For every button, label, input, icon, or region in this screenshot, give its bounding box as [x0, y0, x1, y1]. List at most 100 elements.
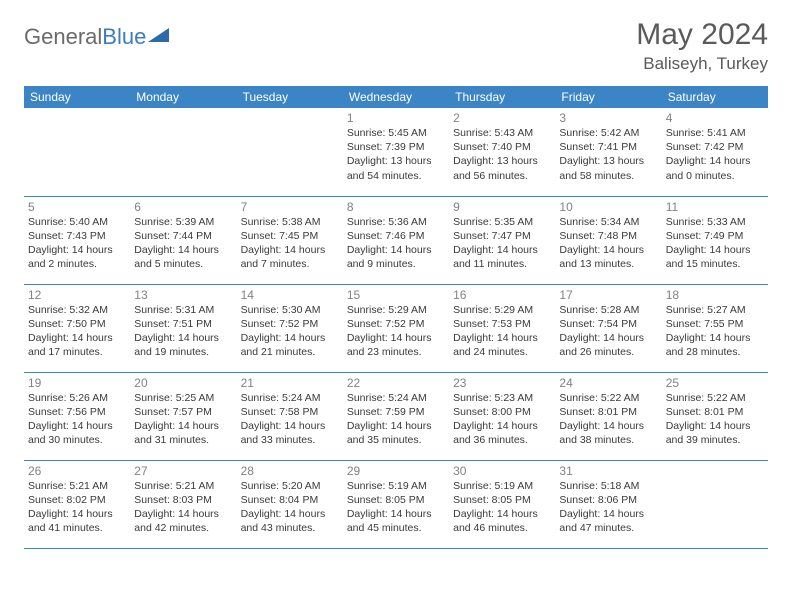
title-block: May 2024 Baliseyh, Turkey: [636, 18, 768, 74]
day-details: Sunrise: 5:43 AMSunset: 7:40 PMDaylight:…: [453, 126, 551, 183]
calendar-cell: [130, 108, 236, 196]
day-number: 3: [559, 111, 657, 125]
day-number: 13: [134, 288, 232, 302]
day-details: Sunrise: 5:24 AMSunset: 7:58 PMDaylight:…: [241, 391, 339, 448]
calendar-row: 12Sunrise: 5:32 AMSunset: 7:50 PMDayligh…: [24, 284, 768, 372]
day-header-tuesday: Tuesday: [237, 86, 343, 108]
day-details: Sunrise: 5:22 AMSunset: 8:01 PMDaylight:…: [559, 391, 657, 448]
day-details: Sunrise: 5:24 AMSunset: 7:59 PMDaylight:…: [347, 391, 445, 448]
day-number: 11: [666, 200, 764, 214]
calendar-row: 19Sunrise: 5:26 AMSunset: 7:56 PMDayligh…: [24, 372, 768, 460]
calendar-cell: 20Sunrise: 5:25 AMSunset: 7:57 PMDayligh…: [130, 372, 236, 460]
day-number: 2: [453, 111, 551, 125]
calendar-cell: [24, 108, 130, 196]
day-header-thursday: Thursday: [449, 86, 555, 108]
day-details: Sunrise: 5:38 AMSunset: 7:45 PMDaylight:…: [241, 215, 339, 272]
calendar-cell: [662, 460, 768, 548]
calendar-cell: 31Sunrise: 5:18 AMSunset: 8:06 PMDayligh…: [555, 460, 661, 548]
calendar-cell: 19Sunrise: 5:26 AMSunset: 7:56 PMDayligh…: [24, 372, 130, 460]
logo-triangle-icon: [148, 26, 172, 44]
day-number: 24: [559, 376, 657, 390]
day-number: 1: [347, 111, 445, 125]
day-details: Sunrise: 5:21 AMSunset: 8:03 PMDaylight:…: [134, 479, 232, 536]
day-number: 12: [28, 288, 126, 302]
day-number: 9: [453, 200, 551, 214]
calendar-cell: 14Sunrise: 5:30 AMSunset: 7:52 PMDayligh…: [237, 284, 343, 372]
day-header-row: Sunday Monday Tuesday Wednesday Thursday…: [24, 86, 768, 108]
day-details: Sunrise: 5:27 AMSunset: 7:55 PMDaylight:…: [666, 303, 764, 360]
calendar-cell: 8Sunrise: 5:36 AMSunset: 7:46 PMDaylight…: [343, 196, 449, 284]
day-number: 17: [559, 288, 657, 302]
calendar-cell: 15Sunrise: 5:29 AMSunset: 7:52 PMDayligh…: [343, 284, 449, 372]
day-details: Sunrise: 5:35 AMSunset: 7:47 PMDaylight:…: [453, 215, 551, 272]
day-details: Sunrise: 5:19 AMSunset: 8:05 PMDaylight:…: [347, 479, 445, 536]
day-details: Sunrise: 5:21 AMSunset: 8:02 PMDaylight:…: [28, 479, 126, 536]
day-details: Sunrise: 5:25 AMSunset: 7:57 PMDaylight:…: [134, 391, 232, 448]
day-number: 30: [453, 464, 551, 478]
location: Baliseyh, Turkey: [636, 54, 768, 74]
day-number: 10: [559, 200, 657, 214]
logo: GeneralBlue: [24, 24, 172, 50]
calendar-cell: 16Sunrise: 5:29 AMSunset: 7:53 PMDayligh…: [449, 284, 555, 372]
day-details: Sunrise: 5:45 AMSunset: 7:39 PMDaylight:…: [347, 126, 445, 183]
day-details: Sunrise: 5:40 AMSunset: 7:43 PMDaylight:…: [28, 215, 126, 272]
calendar-cell: 9Sunrise: 5:35 AMSunset: 7:47 PMDaylight…: [449, 196, 555, 284]
calendar-cell: 28Sunrise: 5:20 AMSunset: 8:04 PMDayligh…: [237, 460, 343, 548]
day-details: Sunrise: 5:29 AMSunset: 7:53 PMDaylight:…: [453, 303, 551, 360]
day-number: 4: [666, 111, 764, 125]
day-number: 22: [347, 376, 445, 390]
day-number: 8: [347, 200, 445, 214]
day-number: 28: [241, 464, 339, 478]
day-details: Sunrise: 5:19 AMSunset: 8:05 PMDaylight:…: [453, 479, 551, 536]
day-number: 26: [28, 464, 126, 478]
calendar-cell: 5Sunrise: 5:40 AMSunset: 7:43 PMDaylight…: [24, 196, 130, 284]
day-details: Sunrise: 5:23 AMSunset: 8:00 PMDaylight:…: [453, 391, 551, 448]
calendar-cell: 11Sunrise: 5:33 AMSunset: 7:49 PMDayligh…: [662, 196, 768, 284]
day-details: Sunrise: 5:36 AMSunset: 7:46 PMDaylight:…: [347, 215, 445, 272]
day-number: 29: [347, 464, 445, 478]
day-header-saturday: Saturday: [662, 86, 768, 108]
day-number: 23: [453, 376, 551, 390]
day-details: Sunrise: 5:22 AMSunset: 8:01 PMDaylight:…: [666, 391, 764, 448]
calendar-cell: 4Sunrise: 5:41 AMSunset: 7:42 PMDaylight…: [662, 108, 768, 196]
day-number: 14: [241, 288, 339, 302]
day-number: 5: [28, 200, 126, 214]
day-details: Sunrise: 5:41 AMSunset: 7:42 PMDaylight:…: [666, 126, 764, 183]
calendar-cell: 23Sunrise: 5:23 AMSunset: 8:00 PMDayligh…: [449, 372, 555, 460]
month-title: May 2024: [636, 18, 768, 52]
day-number: 16: [453, 288, 551, 302]
calendar-row: 26Sunrise: 5:21 AMSunset: 8:02 PMDayligh…: [24, 460, 768, 548]
calendar-cell: 24Sunrise: 5:22 AMSunset: 8:01 PMDayligh…: [555, 372, 661, 460]
calendar-cell: 7Sunrise: 5:38 AMSunset: 7:45 PMDaylight…: [237, 196, 343, 284]
calendar-cell: 29Sunrise: 5:19 AMSunset: 8:05 PMDayligh…: [343, 460, 449, 548]
day-details: Sunrise: 5:18 AMSunset: 8:06 PMDaylight:…: [559, 479, 657, 536]
calendar-cell: 22Sunrise: 5:24 AMSunset: 7:59 PMDayligh…: [343, 372, 449, 460]
calendar-cell: 10Sunrise: 5:34 AMSunset: 7:48 PMDayligh…: [555, 196, 661, 284]
calendar-cell: 17Sunrise: 5:28 AMSunset: 7:54 PMDayligh…: [555, 284, 661, 372]
day-number: 21: [241, 376, 339, 390]
calendar-row: 1Sunrise: 5:45 AMSunset: 7:39 PMDaylight…: [24, 108, 768, 196]
calendar-cell: 21Sunrise: 5:24 AMSunset: 7:58 PMDayligh…: [237, 372, 343, 460]
calendar-cell: 13Sunrise: 5:31 AMSunset: 7:51 PMDayligh…: [130, 284, 236, 372]
calendar-cell: 27Sunrise: 5:21 AMSunset: 8:03 PMDayligh…: [130, 460, 236, 548]
day-number: 25: [666, 376, 764, 390]
calendar-cell: 2Sunrise: 5:43 AMSunset: 7:40 PMDaylight…: [449, 108, 555, 196]
day-number: 15: [347, 288, 445, 302]
day-number: 20: [134, 376, 232, 390]
day-details: Sunrise: 5:31 AMSunset: 7:51 PMDaylight:…: [134, 303, 232, 360]
day-number: 7: [241, 200, 339, 214]
day-details: Sunrise: 5:42 AMSunset: 7:41 PMDaylight:…: [559, 126, 657, 183]
calendar-cell: 6Sunrise: 5:39 AMSunset: 7:44 PMDaylight…: [130, 196, 236, 284]
calendar-cell: 12Sunrise: 5:32 AMSunset: 7:50 PMDayligh…: [24, 284, 130, 372]
day-details: Sunrise: 5:29 AMSunset: 7:52 PMDaylight:…: [347, 303, 445, 360]
day-details: Sunrise: 5:39 AMSunset: 7:44 PMDaylight:…: [134, 215, 232, 272]
day-header-monday: Monday: [130, 86, 236, 108]
calendar-cell: 26Sunrise: 5:21 AMSunset: 8:02 PMDayligh…: [24, 460, 130, 548]
day-details: Sunrise: 5:30 AMSunset: 7:52 PMDaylight:…: [241, 303, 339, 360]
day-number: 27: [134, 464, 232, 478]
calendar-cell: [237, 108, 343, 196]
calendar-cell: 18Sunrise: 5:27 AMSunset: 7:55 PMDayligh…: [662, 284, 768, 372]
calendar-cell: 25Sunrise: 5:22 AMSunset: 8:01 PMDayligh…: [662, 372, 768, 460]
day-number: 6: [134, 200, 232, 214]
calendar-cell: 1Sunrise: 5:45 AMSunset: 7:39 PMDaylight…: [343, 108, 449, 196]
